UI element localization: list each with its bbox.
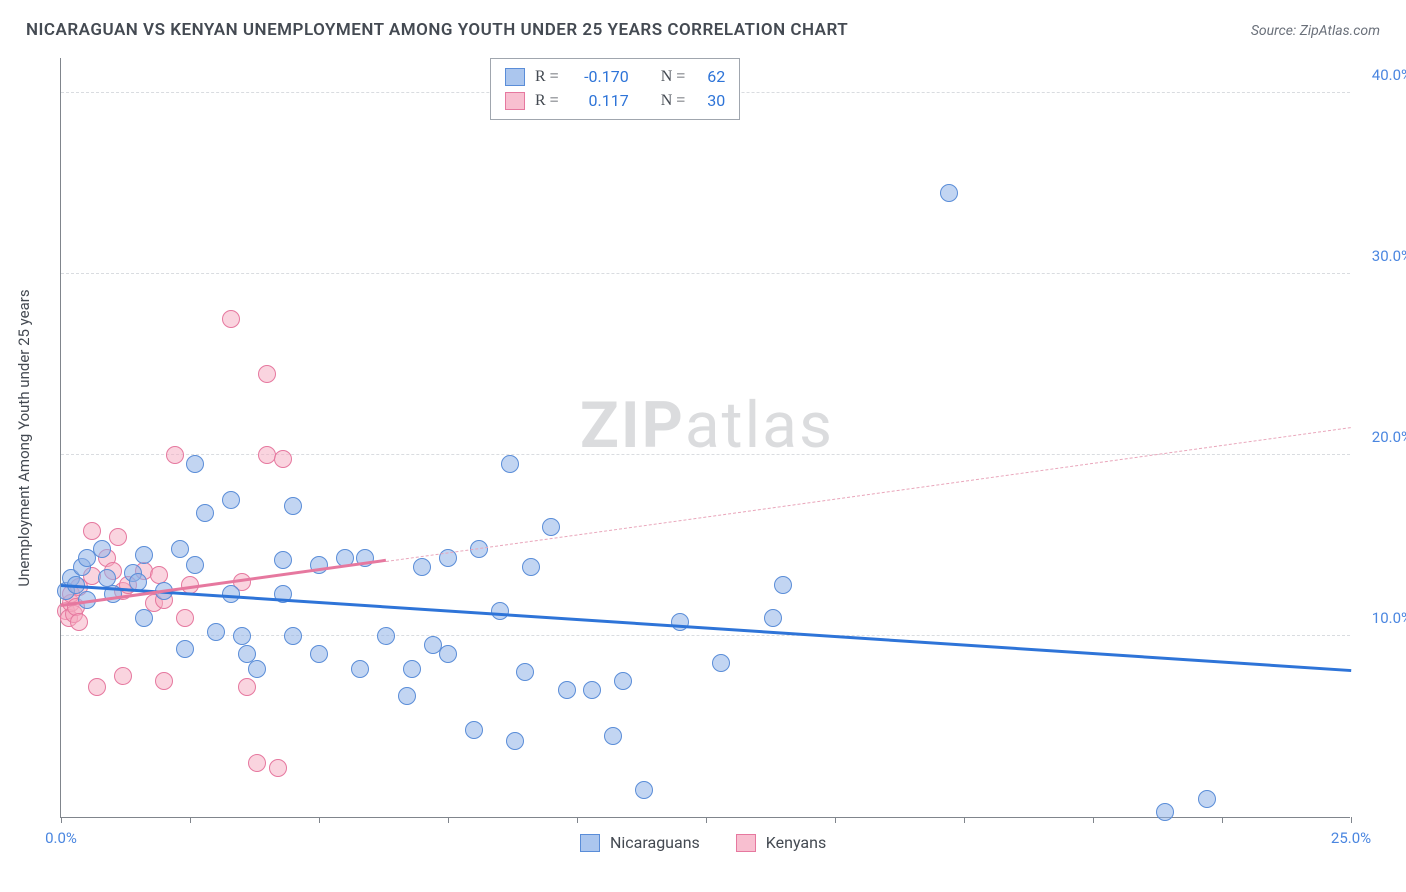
plot-area: 10.0%20.0%30.0%40.0%0.0%25.0% Unemployme… <box>60 58 1350 818</box>
point-nicaraguan <box>98 569 116 587</box>
x-tick <box>448 817 449 823</box>
point-nicaraguan <box>522 558 540 576</box>
stats-row-nicaraguans: R = -0.170 N = 62 <box>505 65 725 89</box>
y-tick-label: 20.0% <box>1356 428 1406 446</box>
point-nicaraguan <box>774 576 792 594</box>
point-nicaraguan <box>274 551 292 569</box>
point-nicaraguan <box>222 491 240 509</box>
point-nicaraguan <box>186 556 204 574</box>
chart-title: NICARAGUAN VS KENYAN UNEMPLOYMENT AMONG … <box>26 20 848 40</box>
point-nicaraguan <box>1156 803 1174 821</box>
point-kenyan <box>274 450 292 468</box>
point-nicaraguan <box>583 681 601 699</box>
point-nicaraguan <box>516 663 534 681</box>
point-nicaraguan <box>712 654 730 672</box>
point-nicaraguan <box>614 672 632 690</box>
point-nicaraguan <box>377 627 395 645</box>
point-kenyan <box>238 678 256 696</box>
point-nicaraguan <box>764 609 782 627</box>
x-tick <box>1222 817 1223 823</box>
source-label: Source: ZipAtlas.com <box>1251 23 1380 39</box>
bottom-legend: Nicaraguans Kenyans <box>580 833 826 852</box>
point-nicaraguan <box>413 558 431 576</box>
x-tick <box>61 817 62 823</box>
point-nicaraguan <box>940 184 958 202</box>
point-nicaraguan <box>491 602 509 620</box>
point-nicaraguan <box>196 504 214 522</box>
x-tick <box>835 817 836 823</box>
y-axis-title: Unemployment Among Youth under 25 years <box>15 289 33 586</box>
point-nicaraguan <box>501 455 519 473</box>
x-tick <box>1093 817 1094 823</box>
point-nicaraguan <box>398 687 416 705</box>
point-kenyan <box>176 609 194 627</box>
point-nicaraguan <box>207 623 225 641</box>
point-nicaraguan <box>310 645 328 663</box>
y-tick-label: 40.0% <box>1356 66 1406 84</box>
point-nicaraguan <box>604 727 622 745</box>
point-nicaraguan <box>171 540 189 558</box>
point-nicaraguan <box>93 540 111 558</box>
point-nicaraguan <box>186 455 204 473</box>
point-nicaraguan <box>284 497 302 515</box>
point-nicaraguan <box>506 732 524 750</box>
swatch-pink-icon <box>736 834 756 852</box>
x-tick <box>190 817 191 823</box>
x-tick-label: 0.0% <box>45 829 77 847</box>
point-kenyan <box>83 522 101 540</box>
point-nicaraguan <box>176 640 194 658</box>
point-nicaraguan <box>135 546 153 564</box>
point-kenyan <box>222 310 240 328</box>
point-kenyan <box>88 678 106 696</box>
point-nicaraguan <box>248 660 266 678</box>
gridline <box>61 635 1350 636</box>
point-kenyan <box>248 754 266 772</box>
y-tick-label: 10.0% <box>1356 609 1406 627</box>
x-tick <box>1351 817 1352 823</box>
trendline-kenyans-dashed <box>386 427 1351 562</box>
point-nicaraguan <box>403 660 421 678</box>
point-kenyan <box>155 672 173 690</box>
point-nicaraguan <box>135 609 153 627</box>
gridline <box>61 273 1350 274</box>
stats-legend: R = -0.170 N = 62 R = 0.117 N = 30 <box>490 58 740 120</box>
point-nicaraguan <box>558 681 576 699</box>
swatch-pink-icon <box>505 92 525 110</box>
x-tick-label: 25.0% <box>1331 829 1371 847</box>
point-kenyan <box>70 613 88 631</box>
point-nicaraguan <box>1198 790 1216 808</box>
point-nicaraguan <box>542 518 560 536</box>
point-nicaraguan <box>635 781 653 799</box>
stats-row-kenyans: R = 0.117 N = 30 <box>505 89 725 113</box>
point-kenyan <box>258 365 276 383</box>
point-nicaraguan <box>465 721 483 739</box>
point-nicaraguan <box>351 660 369 678</box>
swatch-blue-icon <box>580 834 600 852</box>
x-tick <box>319 817 320 823</box>
point-kenyan <box>150 566 168 584</box>
point-nicaraguan <box>233 627 251 645</box>
point-kenyan <box>114 667 132 685</box>
y-tick-label: 30.0% <box>1356 247 1406 265</box>
legend-item-kenyans: Kenyans <box>736 833 826 852</box>
point-kenyan <box>109 528 127 546</box>
point-kenyan <box>269 759 287 777</box>
swatch-blue-icon <box>505 68 525 86</box>
point-nicaraguan <box>439 645 457 663</box>
x-tick <box>964 817 965 823</box>
point-nicaraguan <box>284 627 302 645</box>
x-tick <box>706 817 707 823</box>
legend-item-nicaraguans: Nicaraguans <box>580 833 700 852</box>
x-tick <box>577 817 578 823</box>
point-kenyan <box>166 446 184 464</box>
